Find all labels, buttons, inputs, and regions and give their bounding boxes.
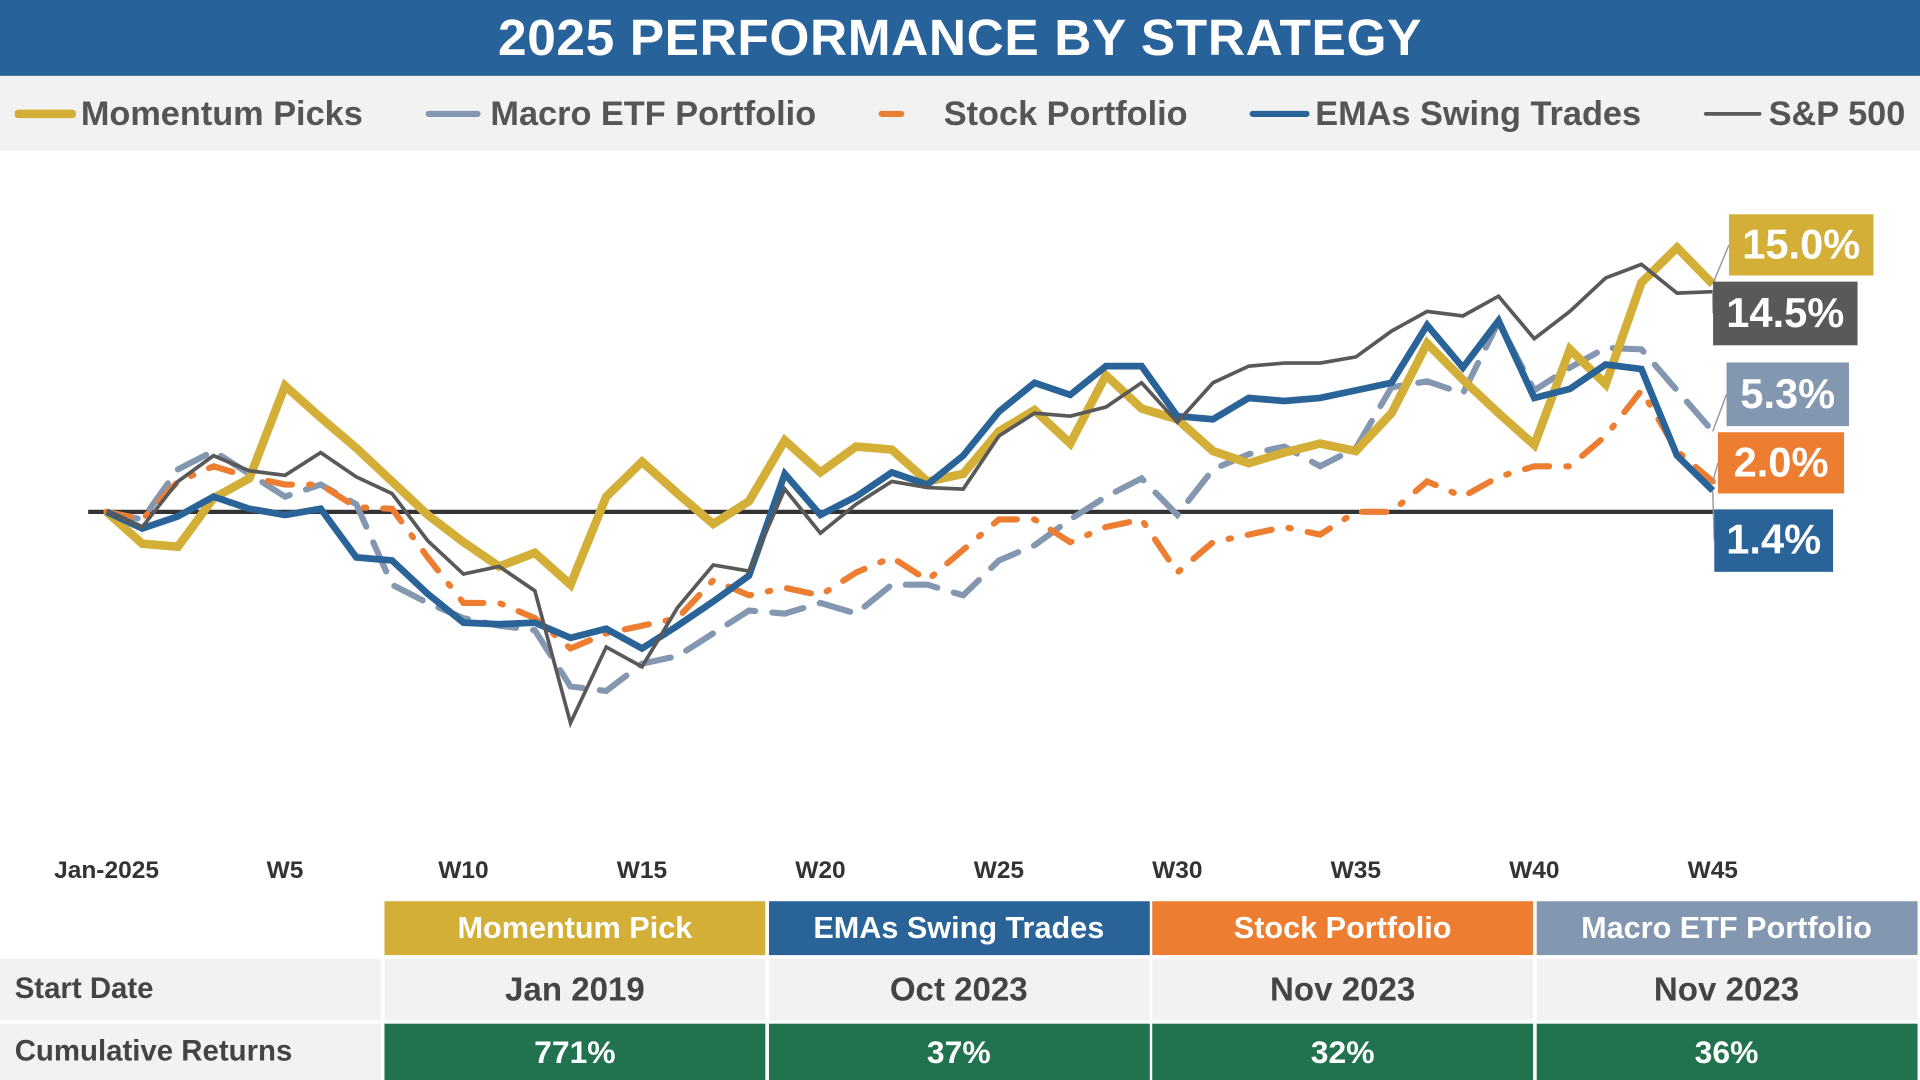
- legend-label: EMAs Swing Trades: [1315, 93, 1642, 132]
- column-header-emas-swing-trades: EMAs Swing Trades: [768, 901, 1150, 956]
- x-tick-label: W35: [1330, 857, 1381, 885]
- row-label-start-date: Start Date: [0, 958, 381, 1021]
- legend-label: Momentum Picks: [80, 93, 363, 132]
- column-header-stock-portfolio: Stock Portfolio: [1152, 901, 1534, 956]
- x-tick-label: W10: [438, 857, 489, 885]
- series-line-stock-portfolio: [103, 384, 1716, 653]
- legend-item-s-p-500: S&P 500: [1703, 93, 1906, 133]
- legend-swatch: [1249, 110, 1310, 117]
- leader-line: [1712, 490, 1716, 541]
- leader-line: [1712, 244, 1730, 285]
- column-header-macro-etf-portfolio: Macro ETF Portfolio: [1536, 901, 1917, 956]
- row-label-cumulative-returns: Cumulative Returns: [0, 1023, 381, 1080]
- x-tick-label: Jan-2025: [54, 857, 159, 885]
- end-label-emas-swing-trades: 1.4%: [1714, 509, 1834, 572]
- series-line-s-p-500: [105, 262, 1713, 729]
- line-chart: [88, 241, 1815, 729]
- series-line-macro-etf-portfolio: [103, 315, 1716, 695]
- x-tick-label: W45: [1687, 857, 1738, 885]
- series-line-emas-swing-trades: [105, 314, 1716, 653]
- legend-swatch: [878, 110, 939, 117]
- cumulative-return-cell: 32%: [1152, 1023, 1534, 1080]
- chart-legend: Momentum Picks Macro ETF Portfolio Stock P…: [0, 75, 1920, 151]
- leader-line: [1712, 394, 1728, 432]
- legend-item-macro-etf-portfolio: Macro ETF Portfolio: [424, 94, 816, 133]
- x-tick-label: W15: [616, 857, 668, 885]
- end-label-momentum-picks: 15.0%: [1728, 214, 1874, 276]
- x-tick-label: W40: [1509, 857, 1560, 885]
- legend-label: Macro ETF Portfolio: [490, 93, 817, 132]
- column-header-momentum-pick: Momentum Pick: [384, 901, 766, 956]
- leader-line: [1712, 462, 1719, 482]
- end-label-macro-etf-portfolio: 5.3%: [1726, 362, 1849, 427]
- page-title: 2025 PERFORMANCE BY STRATEGY: [0, 0, 1920, 76]
- end-label-stock-portfolio: 2.0%: [1717, 432, 1845, 494]
- cumulative-return-cell: 771%: [384, 1023, 766, 1080]
- x-tick-label: W30: [1152, 857, 1203, 885]
- legend-swatch: [424, 110, 485, 117]
- cumulative-return-cell: 36%: [1536, 1023, 1917, 1080]
- start-date-cell: Nov 2023: [1152, 958, 1534, 1021]
- legend-swatch: [14, 108, 76, 118]
- cumulative-return-cell: 37%: [768, 1023, 1150, 1080]
- end-label-s-p-500: 14.5%: [1713, 281, 1858, 346]
- legend-item-stock-portfolio: Stock Portfolio: [878, 94, 1188, 133]
- start-date-cell: Oct 2023: [768, 958, 1150, 1021]
- legend-swatch: [1704, 111, 1762, 116]
- start-date-cell: Jan 2019: [384, 958, 766, 1021]
- x-tick-label: W20: [795, 857, 846, 885]
- series-line-momentum-picks: [103, 241, 1716, 592]
- x-tick-label: W25: [973, 857, 1025, 885]
- legend-item-momentum-picks: Momentum Picks: [14, 93, 363, 133]
- start-date-cell: Nov 2023: [1536, 958, 1917, 1021]
- x-tick-label: W5: [266, 857, 304, 885]
- legend-label: S&P 500: [1768, 93, 1906, 132]
- legend-label: Stock Portfolio: [943, 93, 1188, 132]
- legend-item-emas-swing-trades: EMAs Swing Trades: [1249, 94, 1641, 133]
